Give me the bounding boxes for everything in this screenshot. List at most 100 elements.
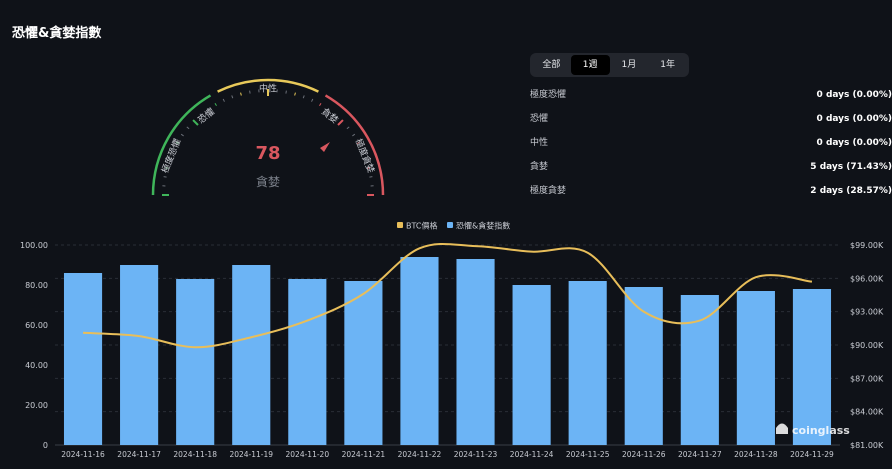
stat-row-fear: 恐懼 0 days (0.00%) [530, 109, 892, 133]
x-tick-label: 2024-11-16 [61, 450, 105, 459]
tab-all[interactable]: 全部 [542, 60, 561, 70]
gauge-label: 貪婪 [256, 174, 280, 189]
gauge-tick [319, 102, 322, 107]
gauge-tick [333, 113, 337, 117]
gauge-tick [163, 176, 167, 178]
right-tick-label: $90.00K [850, 341, 884, 350]
gauge-tick [367, 167, 371, 169]
index-bar [120, 265, 159, 445]
stat-value: 0 days (0.00%) [816, 114, 892, 124]
gauge-zone-label: 恐懼 [195, 106, 217, 127]
gauge-value: 78 [255, 143, 280, 164]
gauge-tick [249, 90, 251, 94]
index-bar [176, 279, 215, 445]
tab-1month[interactable]: 1月 [621, 60, 637, 70]
right-axis-ticks: $99.00K $96.00K $93.00K $90.00K $87.00K $84.0… [850, 241, 884, 450]
stat-label: 貪婪 [530, 162, 549, 172]
gauge-ticks [162, 89, 374, 196]
watermark: coinglass [776, 423, 850, 437]
gauge-arcs [151, 78, 385, 196]
left-tick-label: 100.00 [20, 241, 48, 250]
stat-value: 2 days (28.57%) [810, 186, 892, 196]
right-tick-label: $93.00K [850, 308, 884, 317]
gauge-tick [165, 167, 169, 169]
stats-list: 極度恐懼 0 days (0.00%) 恐懼 0 days (0.00%) 中性 0 … [530, 85, 892, 205]
right-tick-label: $96.00K [850, 274, 884, 283]
gauge-tick [186, 126, 190, 130]
x-tick-label: 2024-11-29 [790, 450, 834, 459]
page-title: 恐懼&貪婪指數 [12, 26, 102, 41]
fear-greed-chart: 100.00 80.00 60.00 40.00 20.00 0 $99.00K $96.0… [20, 221, 884, 460]
chart-grid [55, 244, 840, 446]
gauge-tick [175, 141, 180, 144]
index-bar [288, 279, 327, 445]
left-tick-label: 0 [43, 441, 48, 450]
chart-bars [63, 257, 832, 445]
index-bar [344, 281, 383, 445]
gauge-tick [168, 158, 172, 161]
x-tick-label: 2024-11-27 [678, 450, 722, 459]
period-tabs: 全部 1週 1月 1年 [530, 53, 689, 77]
x-tick-label: 2024-11-22 [398, 450, 442, 459]
gauge-zone-label: 極度貪婪 [353, 137, 378, 175]
gauge-tick [214, 102, 217, 107]
gauge-tick [294, 92, 296, 96]
index-bar [232, 265, 271, 445]
right-tick-label: $84.00K [850, 408, 884, 417]
gauge-tick [285, 90, 287, 94]
x-tick-label: 2024-11-19 [229, 450, 273, 459]
stat-value: 5 days (71.43%) [810, 162, 892, 172]
gauge-tick [356, 141, 361, 144]
index-bar [624, 287, 663, 445]
right-tick-label: $81.00K [850, 441, 884, 450]
right-tick-label: $87.00K [850, 374, 884, 383]
left-tick-label: 80.00 [25, 281, 48, 290]
watermark-text: coinglass [792, 424, 850, 437]
right-tick-label: $99.00K [850, 241, 884, 250]
legend-label-index: 恐懼&貪婪指數 [456, 221, 510, 231]
gauge-zone-label: 中性 [259, 83, 277, 95]
stat-label: 極度貪婪 [530, 186, 567, 196]
tab-1year[interactable]: 1年 [660, 60, 675, 70]
stat-row-extreme-greed: 極度貪婪 2 days (28.57%) [530, 181, 892, 205]
legend-label-btc: BTC價格 [406, 221, 438, 231]
x-tick-label: 2024-11-28 [734, 450, 778, 459]
gauge-tick [337, 119, 344, 126]
left-tick-label: 60.00 [25, 321, 48, 330]
gauge-tick [222, 98, 225, 102]
gauge-arc-segment [217, 78, 319, 93]
gauge-tick [364, 158, 368, 161]
gauge-zone-label: 極度恐懼 [159, 137, 184, 175]
index-bar [512, 285, 551, 445]
gauge-tick [192, 119, 199, 126]
gauge-tick [199, 113, 203, 117]
x-tick-label: 2024-11-20 [286, 450, 330, 459]
x-axis-ticks: 2024-11-16 2024-11-17 2024-11-18 2024-11-19… [61, 450, 834, 459]
index-bar [400, 257, 439, 445]
gauge-tick [352, 133, 356, 137]
gauge-tick [326, 107, 330, 111]
index-bar [63, 273, 103, 445]
chart-legend: BTC價格 恐懼&貪婪指數 [397, 221, 510, 231]
gauge-tick [346, 126, 350, 130]
gauge-pointer-icon [320, 142, 330, 152]
gauge-tick [361, 149, 365, 152]
legend-swatch-btc [397, 222, 403, 228]
x-tick-label: 2024-11-23 [454, 450, 498, 459]
stat-label: 中性 [530, 138, 549, 148]
stat-label: 恐懼 [530, 114, 549, 124]
x-tick-label: 2024-11-18 [173, 450, 217, 459]
gauge-arc-segment [324, 94, 385, 196]
index-bar [568, 281, 607, 445]
index-bar [456, 259, 495, 445]
stat-row-greed: 貪婪 5 days (71.43%) [530, 157, 892, 181]
stat-value: 0 days (0.00%) [816, 90, 892, 100]
left-tick-label: 20.00 [25, 401, 48, 410]
tab-1week[interactable]: 1週 [570, 55, 610, 75]
gauge-tick [180, 133, 184, 137]
gauge-tick [171, 149, 175, 152]
legend-swatch-index [447, 222, 453, 228]
index-bar [736, 291, 775, 445]
gauge-tick [206, 107, 210, 111]
